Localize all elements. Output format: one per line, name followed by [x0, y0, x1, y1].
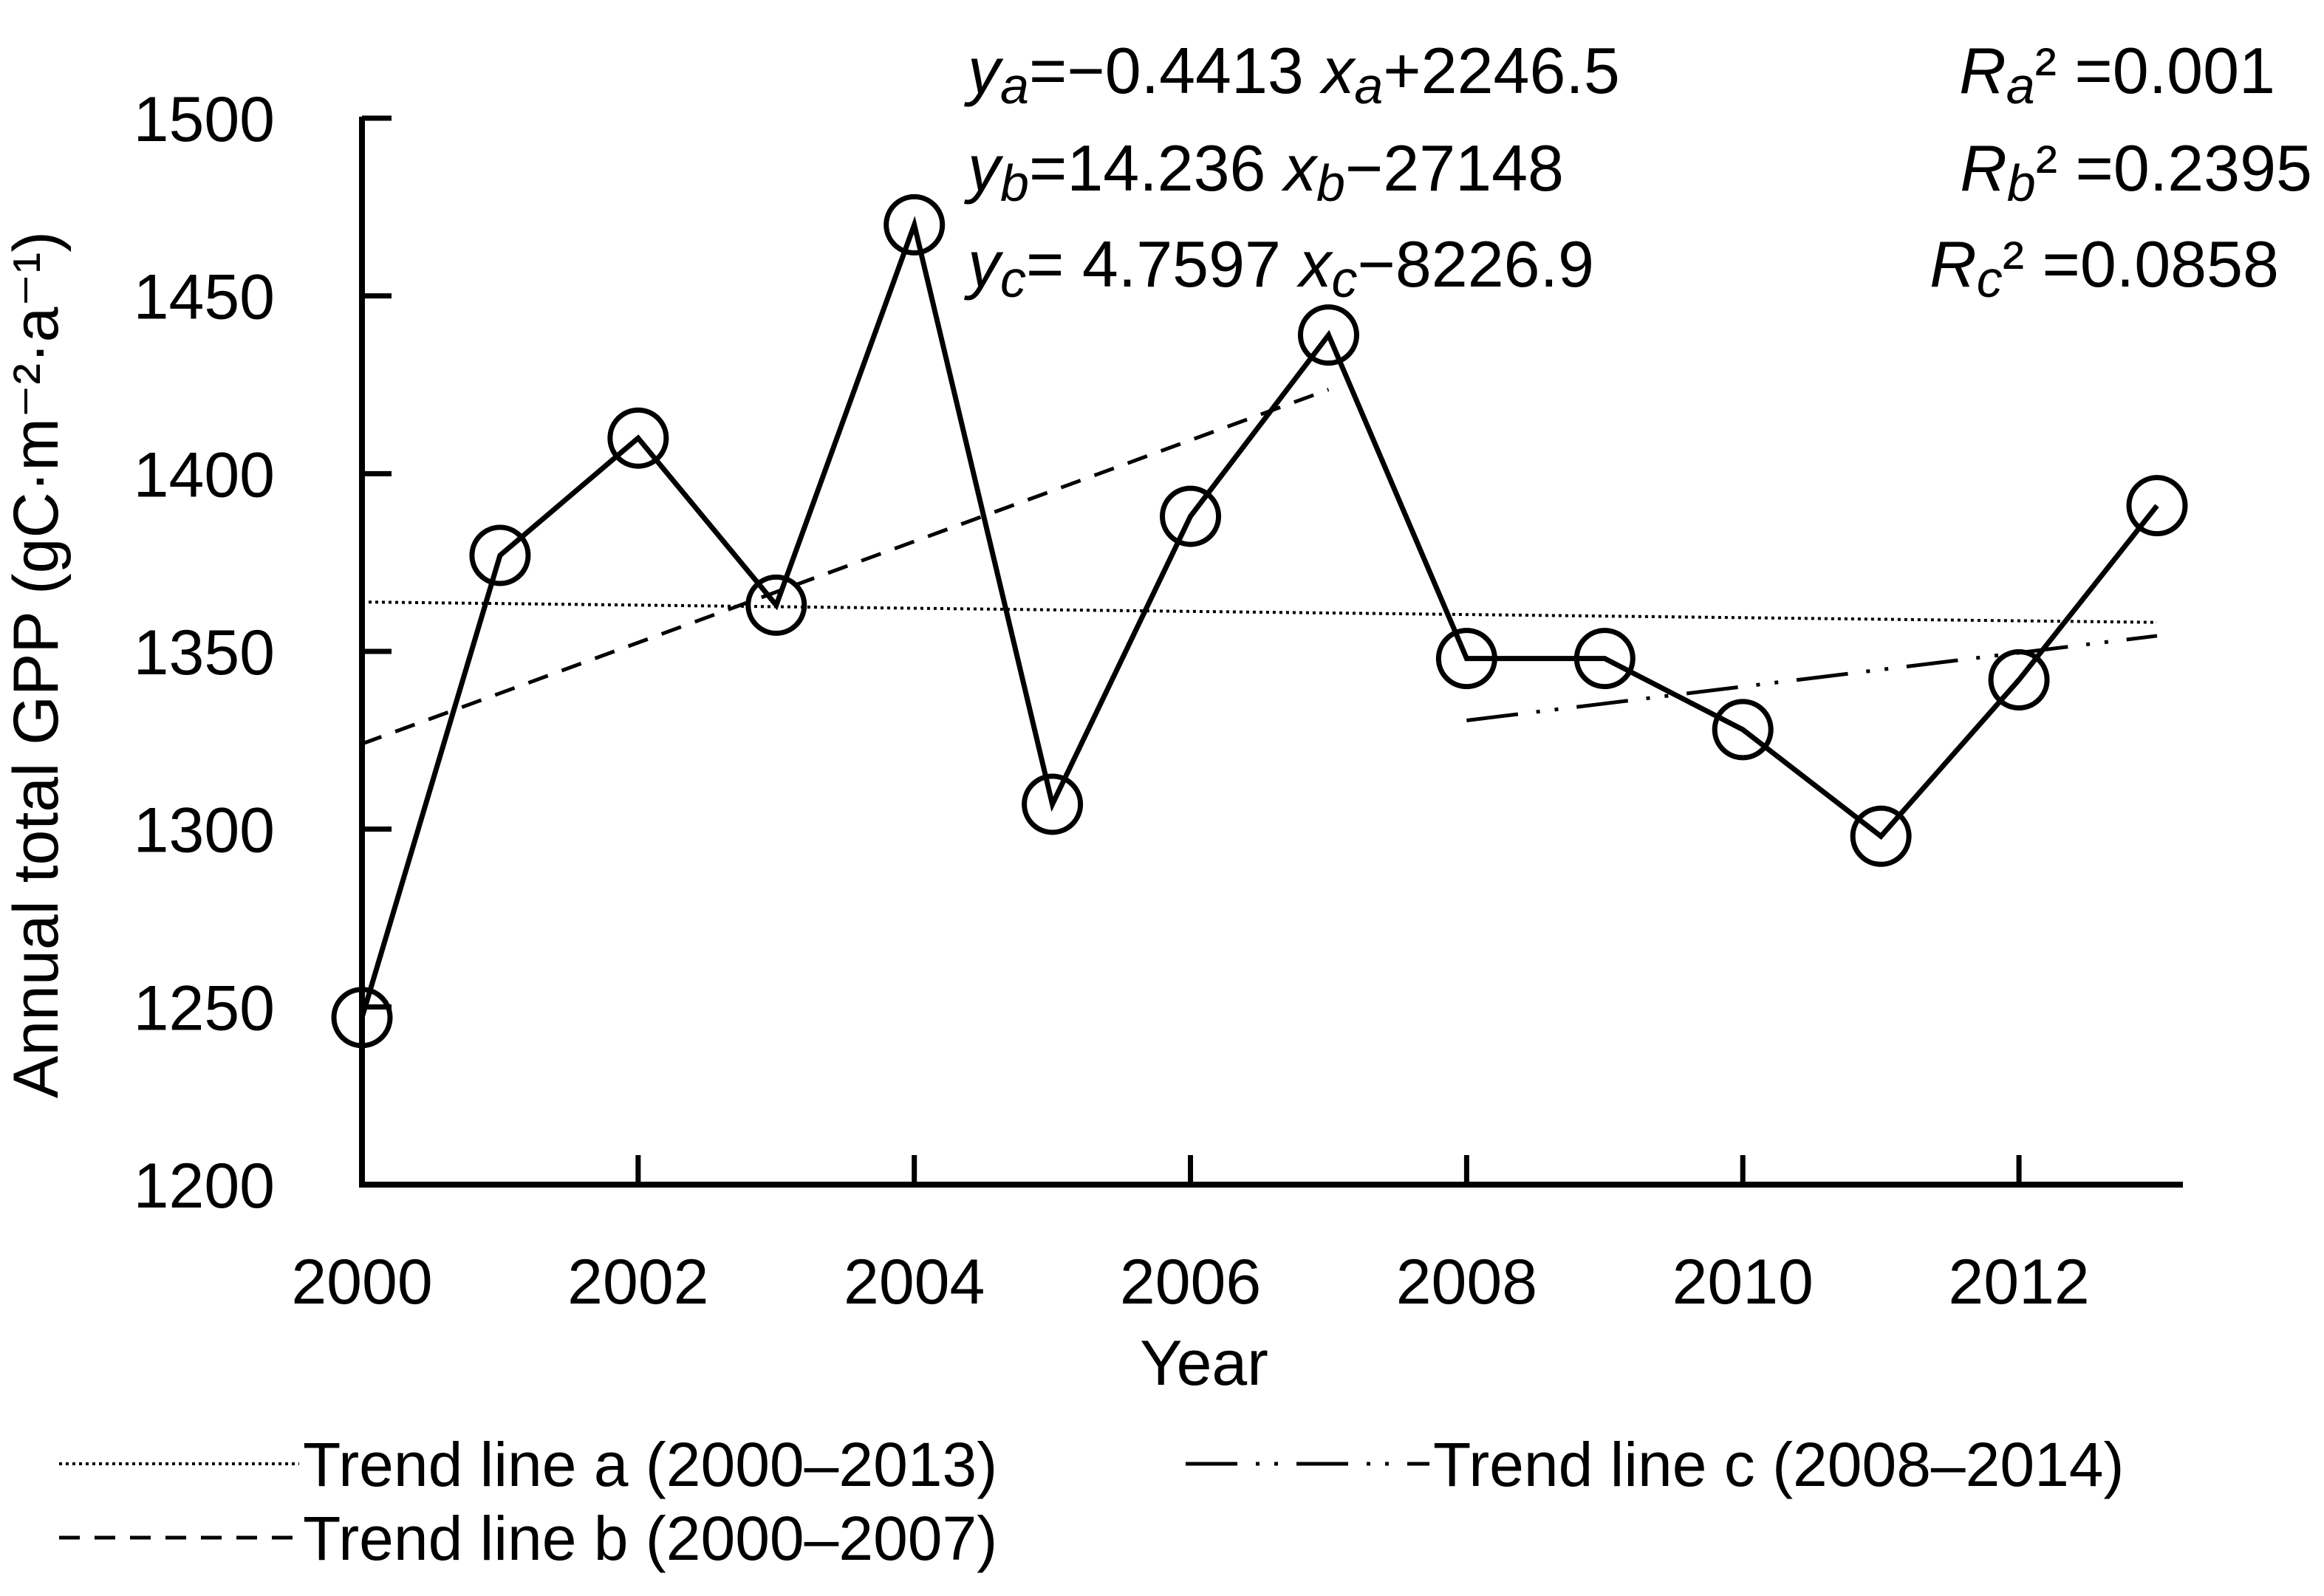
data-point [1022, 773, 1084, 835]
r-squared-a: Ra² =0.001 [1959, 34, 2275, 114]
data-point [884, 193, 946, 256]
data-point [469, 524, 531, 586]
legend-label-trend-c: Trend line c (2008–2014) [1433, 1430, 2124, 1499]
y-axis-label: Annual total GPP (gC·m⁻²·a⁻¹) [1, 231, 72, 1098]
y-tick-label: 1300 [134, 795, 275, 866]
data-point [331, 987, 393, 1049]
r-squared-c: Rc² =0.0858 [1930, 227, 2279, 308]
series-line [359, 216, 2159, 1018]
y-tick-label: 1350 [134, 617, 275, 688]
y-ticks: 1200 1250 1300 1350 1400 1450 1500 [134, 84, 392, 1222]
data-point [1850, 805, 1912, 867]
equation-b: yb=14.236 xb−27148 [964, 131, 1564, 212]
x-tick-label: 2010 [1672, 1247, 1814, 1318]
y-tick-label: 1400 [134, 439, 275, 510]
data-point [607, 407, 669, 469]
equation-a: ya=−0.4413 xa+2246.5 [964, 34, 1620, 114]
y-tick-label: 1200 [134, 1151, 275, 1222]
y-tick-label: 1250 [134, 973, 275, 1044]
r-squared-b: Rb² =0.2395 [1960, 131, 2312, 212]
data-point [2126, 475, 2188, 537]
data-point [1573, 628, 1636, 690]
data-point [1712, 699, 1774, 761]
trend-line-a [361, 600, 2158, 624]
x-tick-label: 2006 [1120, 1247, 1261, 1318]
x-tick-label: 2000 [291, 1247, 432, 1318]
data-point [1435, 628, 1497, 690]
series [331, 193, 2188, 1049]
x-ticks: 2000 2002 2004 2006 2008 2010 2012 [291, 1155, 2090, 1318]
legend-label-trend-b: Trend line b (2000–2007) [303, 1504, 997, 1573]
trend-line-c [1466, 634, 2158, 722]
y-tick-label: 1450 [134, 262, 275, 333]
legend: Trend line a (2000–2013) Trend line c (2… [59, 1430, 2124, 1573]
x-tick-label: 2008 [1396, 1247, 1537, 1318]
trend-line-b [361, 388, 1330, 746]
data-point [1160, 485, 1222, 547]
equation-c: yc= 4.7597 xc−8226.9 [964, 227, 1594, 308]
x-tick-label: 2002 [567, 1247, 708, 1318]
data-point [1988, 649, 2050, 711]
x-tick-label: 2004 [844, 1247, 985, 1318]
x-tick-label: 2012 [1948, 1247, 2089, 1318]
data-point [1297, 304, 1359, 366]
legend-label-trend-a: Trend line a (2000–2013) [303, 1430, 997, 1499]
regression-annotations: ya=−0.4413 xa+2246.5 yb=14.236 xb−27148 … [964, 34, 2312, 308]
x-axis-label: Year [1140, 1328, 1268, 1399]
y-tick-label: 1500 [134, 84, 275, 155]
data-point [745, 574, 807, 636]
